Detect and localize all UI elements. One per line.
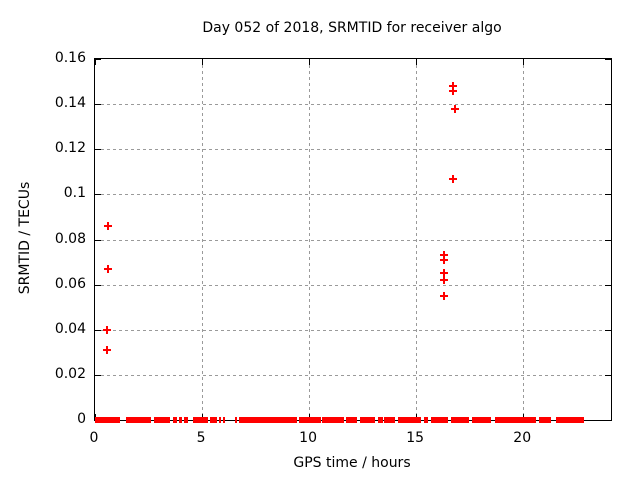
gridline-horizontal: [95, 149, 611, 151]
baseline-data-segment: [377, 417, 383, 423]
plot-area: [94, 58, 612, 423]
baseline-data-segment: [322, 417, 344, 423]
x-tick-mark: [95, 59, 96, 65]
gridline-horizontal: [95, 104, 611, 106]
y-tick-label: 0.06: [54, 275, 86, 292]
x-tick-mark: [523, 59, 525, 65]
y-tick-mark: [605, 104, 611, 106]
gridline-vertical: [416, 59, 418, 420]
y-tick-mark: [605, 59, 611, 60]
data-point-marker: [103, 221, 112, 230]
y-tick-mark: [95, 329, 101, 331]
y-tick-mark: [95, 284, 101, 286]
x-tick-mark: [202, 59, 204, 65]
data-point-marker: [451, 104, 460, 113]
y-tick-label: 0: [77, 411, 86, 427]
data-point-marker: [440, 276, 449, 285]
x-tick-label: 15: [406, 430, 425, 446]
baseline-data-segment: [471, 417, 492, 423]
data-point-marker: [449, 174, 458, 183]
gridline-vertical: [523, 59, 525, 420]
baseline-data-segment: [345, 417, 358, 423]
baseline-data-segment: [223, 417, 226, 423]
gridline-horizontal: [95, 194, 611, 196]
baseline-data-segment: [423, 417, 429, 423]
y-tick-mark: [95, 239, 101, 241]
baseline-data-segment: [125, 417, 152, 423]
baseline-data-segment: [235, 417, 238, 423]
x-tick-mark: [309, 59, 311, 65]
gridline-horizontal: [95, 329, 611, 331]
x-tick-label: 0: [89, 430, 99, 446]
data-point-marker: [103, 264, 112, 273]
y-tick-mark: [605, 149, 611, 151]
baseline-data-segment: [95, 417, 121, 423]
y-tick-mark: [605, 420, 611, 421]
data-point-marker: [102, 346, 111, 355]
y-tick-mark: [95, 59, 101, 60]
baseline-data-segment: [431, 417, 449, 423]
data-point-marker: [102, 325, 111, 334]
baseline-data-segment: [193, 417, 208, 423]
y-tick-label: 0.04: [54, 320, 86, 337]
baseline-data-segment: [538, 417, 552, 423]
y-axis-title: SRMTID / TECUs: [17, 181, 33, 295]
baseline-data-segment: [184, 417, 189, 423]
x-tick-mark: [416, 59, 418, 65]
baseline-data-segment: [298, 417, 322, 423]
y-tick-mark: [605, 239, 611, 241]
y-tick-label: 0.12: [54, 140, 86, 157]
y-tick-mark: [95, 149, 101, 151]
baseline-data-segment: [239, 417, 298, 423]
data-point-marker: [440, 269, 449, 278]
y-tick-mark: [95, 374, 101, 376]
y-tick-mark: [95, 194, 101, 196]
baseline-data-segment: [494, 417, 537, 423]
y-tick-label: 0.1: [63, 185, 86, 202]
y-tick-label: 0.02: [54, 365, 86, 382]
baseline-data-segment: [360, 417, 376, 423]
baseline-data-segment: [209, 417, 218, 423]
y-tick-label: 0.08: [54, 230, 86, 247]
gridline-horizontal: [95, 374, 611, 376]
y-tick-label: 0.14: [54, 95, 86, 112]
y-tick-mark: [605, 329, 611, 331]
data-point-marker: [440, 291, 449, 300]
chart-title: Day 052 of 2018, SRMTID for receiver alg…: [202, 20, 502, 36]
baseline-data-segment: [384, 417, 396, 423]
data-point-marker: [440, 255, 449, 264]
baseline-data-segment: [172, 417, 177, 423]
x-tick-label: 5: [196, 430, 206, 446]
baseline-data-segment: [556, 417, 585, 423]
baseline-data-segment: [397, 417, 422, 423]
baseline-data-segment: [218, 417, 222, 423]
data-point-marker: [449, 82, 458, 91]
baseline-data-segment: [179, 417, 183, 423]
baseline-data-segment: [451, 417, 470, 423]
x-axis-title: GPS time / hours: [293, 455, 411, 471]
data-point-marker: [449, 86, 458, 95]
gridline-horizontal: [95, 239, 611, 241]
gridline-vertical: [202, 59, 204, 420]
y-tick-label: 0.16: [54, 50, 86, 66]
gridline-vertical: [309, 59, 311, 420]
y-tick-mark: [605, 284, 611, 286]
gridline-horizontal: [95, 284, 611, 286]
y-tick-mark: [95, 104, 101, 106]
baseline-data-segment: [154, 417, 171, 423]
y-tick-mark: [605, 194, 611, 196]
data-point-marker: [440, 251, 449, 260]
y-tick-mark: [605, 374, 611, 376]
x-tick-label: 10: [299, 430, 317, 446]
x-tick-label: 20: [513, 430, 532, 446]
